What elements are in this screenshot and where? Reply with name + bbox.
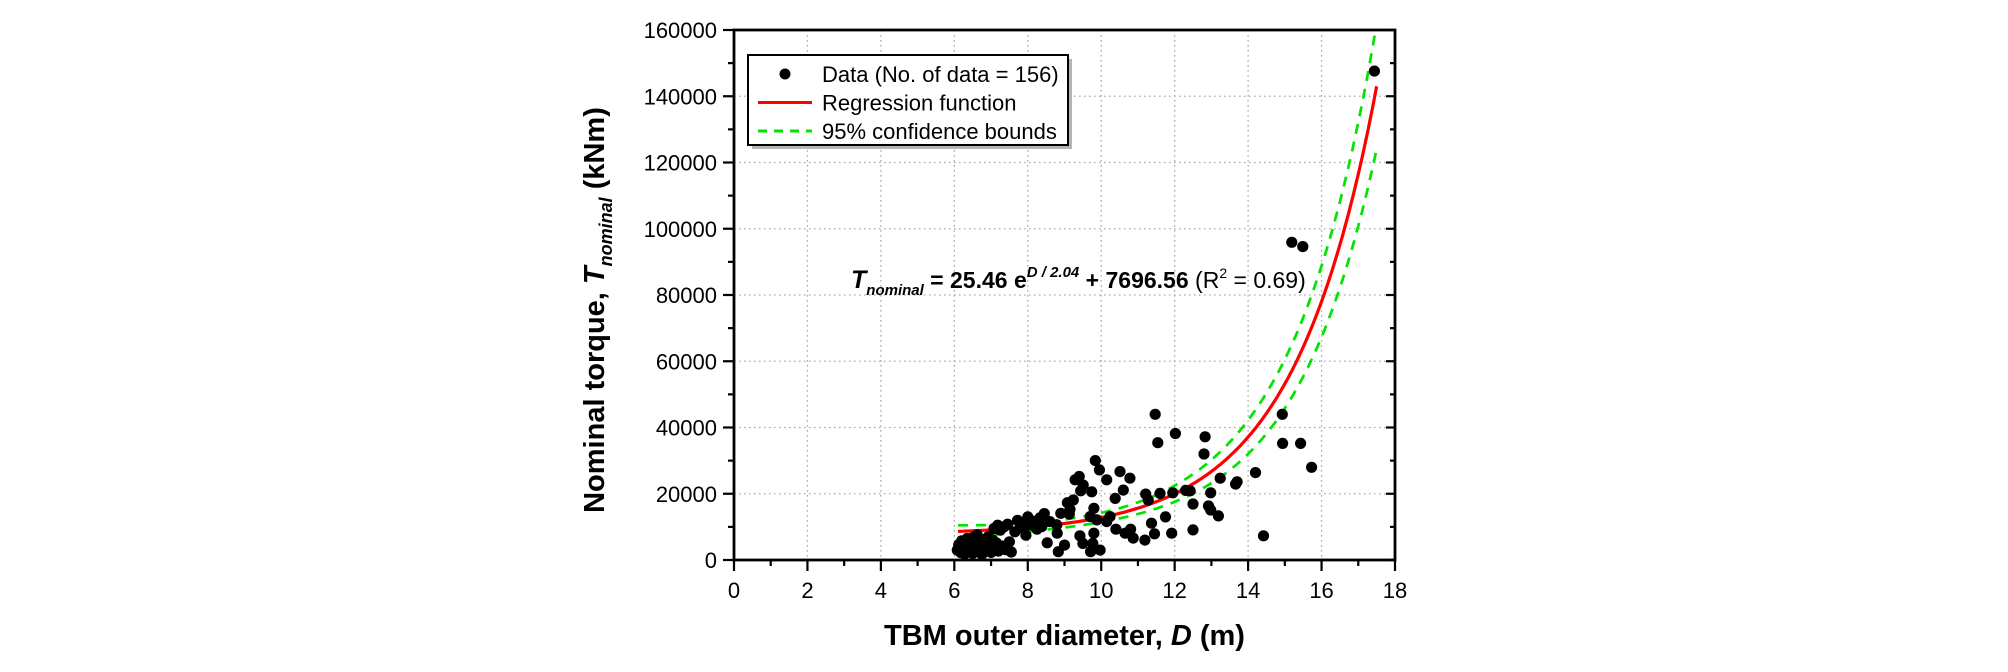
data-point — [1199, 431, 1211, 443]
x-tick-label: 8 — [1022, 578, 1034, 603]
data-point — [1087, 537, 1099, 550]
data-point — [1088, 527, 1100, 539]
data-point — [1276, 408, 1288, 420]
data-point — [1277, 437, 1289, 449]
data-point — [1093, 464, 1105, 476]
data-point — [1094, 544, 1106, 556]
data-point — [1051, 527, 1063, 539]
annotation-layer: Tnominal = 25.46 eD / 2.04 + 7696.56 (R2… — [851, 264, 1306, 299]
data-point — [1139, 534, 1151, 546]
axes-layer — [723, 28, 1397, 571]
data-point — [1041, 537, 1053, 549]
data-point — [1058, 539, 1071, 551]
data-point — [1089, 455, 1101, 467]
gridlines — [734, 30, 1395, 560]
data-point — [1169, 427, 1181, 440]
data-point — [1088, 502, 1100, 514]
data-point — [1020, 529, 1032, 541]
x-axis-title: TBM outer diameter, D (m) — [884, 620, 1245, 652]
legend-label: Regression function — [822, 91, 1016, 116]
data-point — [1091, 514, 1103, 526]
data-point — [1064, 503, 1076, 515]
data-point — [1187, 498, 1199, 510]
data-point — [1003, 536, 1016, 548]
data-point — [1055, 507, 1067, 519]
data-point — [1297, 241, 1309, 253]
data-point — [1038, 507, 1050, 520]
data-point — [1124, 472, 1136, 484]
x-tick-label: 16 — [1309, 578, 1333, 603]
data-point — [1205, 504, 1217, 516]
data-point — [1306, 461, 1318, 473]
lower-confidence-bound-line — [957, 148, 1378, 539]
data-point — [1073, 470, 1085, 483]
data-point — [1184, 485, 1196, 497]
x-tick-label: 0 — [728, 578, 740, 603]
data-points-layer — [951, 65, 1380, 560]
y-tick-label: 60000 — [656, 349, 717, 374]
data-point — [1109, 492, 1121, 504]
data-point — [1286, 236, 1298, 248]
x-tick-label: 12 — [1162, 578, 1186, 603]
data-point — [1159, 511, 1172, 523]
data-point — [1077, 479, 1089, 491]
y-tick-label: 80000 — [656, 283, 717, 308]
data-point — [1205, 487, 1217, 499]
data-point — [1101, 474, 1113, 486]
y-tick-label: 160000 — [644, 18, 717, 43]
legend-box — [747, 54, 1069, 146]
x-tick-label: 4 — [875, 578, 887, 603]
data-point — [1077, 537, 1089, 550]
data-point — [1148, 528, 1161, 540]
x-tick-label: 18 — [1383, 578, 1407, 603]
data-point — [1166, 527, 1178, 539]
data-point — [1142, 494, 1154, 506]
data-point — [1154, 487, 1166, 499]
y-tick-label: 120000 — [644, 151, 717, 176]
data-point — [1125, 523, 1137, 535]
legend-label: Data (No. of data = 156) — [822, 62, 1059, 87]
data-point — [1249, 467, 1262, 479]
y-tick-label: 0 — [705, 548, 717, 573]
y-tick-label: 140000 — [644, 84, 717, 109]
data-point — [1295, 437, 1307, 449]
y-tick-label: 20000 — [656, 482, 717, 507]
x-tick-label: 6 — [948, 578, 960, 603]
data-point — [1110, 523, 1122, 535]
data-point — [1145, 517, 1158, 529]
data-point — [1051, 519, 1063, 531]
data-point — [1214, 472, 1226, 484]
data-point — [1152, 437, 1164, 449]
data-point — [1212, 510, 1224, 522]
data-point — [1368, 65, 1380, 77]
x-tick-label: 2 — [801, 578, 813, 603]
data-point — [1198, 448, 1210, 460]
data-point — [1167, 487, 1179, 499]
data-point — [1086, 486, 1098, 498]
data-point — [1231, 476, 1243, 488]
legend-label: 95% confidence bounds — [822, 119, 1057, 144]
data-point — [1127, 532, 1139, 544]
data-point — [1117, 484, 1129, 496]
data-point — [1257, 530, 1270, 542]
regression-equation: Tnominal = 25.46 eD / 2.04 + 7696.56 (R2… — [851, 264, 1306, 299]
data-point — [1036, 521, 1048, 533]
x-tick-label: 14 — [1236, 578, 1260, 603]
y-tick-label: 100000 — [644, 217, 717, 242]
data-point — [1005, 546, 1017, 558]
data-point — [1114, 466, 1126, 478]
legend: Data (No. of data = 156) Regression funct… — [747, 54, 1072, 149]
y-tick-label: 40000 — [656, 416, 717, 441]
data-point — [1104, 510, 1116, 523]
data-point — [1067, 494, 1079, 506]
data-point — [1187, 524, 1199, 536]
data-point — [1149, 408, 1161, 420]
axis-labels-layer: 0 2 4 6 8 10 12 14 16 18 0 20000 40000 60000 80000 1000… — [579, 18, 1407, 652]
x-tick-label: 10 — [1089, 578, 1113, 603]
legend-data-marker — [779, 68, 791, 80]
y-axis-title: Nominal torque, Tnominal (kNm) — [579, 107, 616, 513]
data-point — [1002, 518, 1014, 530]
